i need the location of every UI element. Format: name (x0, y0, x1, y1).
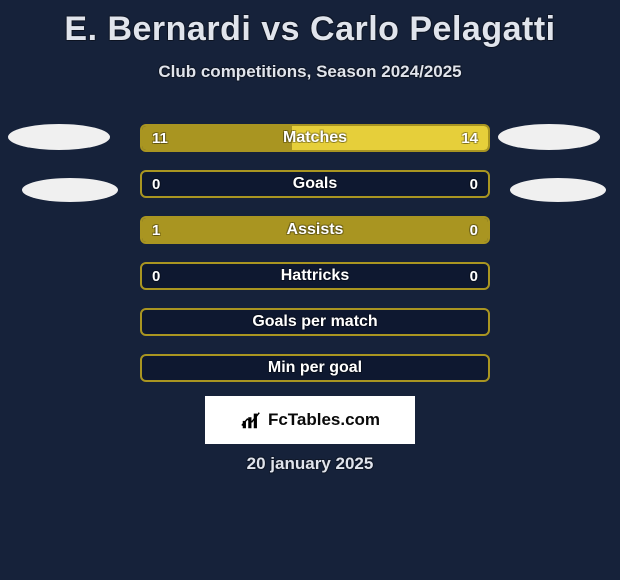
stat-label: Min per goal (142, 356, 488, 380)
vs-separator: vs (261, 10, 300, 48)
stat-value-left: 0 (142, 172, 170, 196)
footer-date: 20 january 2025 (0, 454, 620, 474)
brand-badge: FcTables.com (205, 396, 415, 444)
player-b-name: Carlo Pelagatti (310, 10, 556, 48)
stat-bar-left (142, 126, 296, 150)
brand-name: FcTables.com (268, 410, 380, 430)
decorative-ellipse (8, 124, 110, 150)
stat-row-goals_per_match: Goals per match (140, 308, 490, 336)
stat-bars: Matches1114Goals00Assists10Hattricks00Go… (140, 124, 490, 400)
stat-label: Hattricks (142, 264, 488, 288)
player-a-name: E. Bernardi (64, 10, 251, 48)
stat-bar-left (142, 218, 490, 242)
stat-row-matches: Matches1114 (140, 124, 490, 152)
stat-row-assists: Assists10 (140, 216, 490, 244)
decorative-ellipse (498, 124, 600, 150)
stat-row-min_per_goal: Min per goal (140, 354, 490, 382)
stat-bar-right (292, 126, 488, 150)
stat-value-right: 0 (460, 172, 488, 196)
stat-label: Goals (142, 172, 488, 196)
page-title: E. Bernardi vs Carlo Pelagatti (0, 10, 620, 49)
subtitle: Club competitions, Season 2024/2025 (0, 62, 620, 82)
stat-value-left: 0 (142, 264, 170, 288)
decorative-ellipse (22, 178, 118, 202)
stat-value-right: 0 (460, 264, 488, 288)
decorative-ellipse (510, 178, 606, 202)
comparison-infographic: E. Bernardi vs Carlo Pelagatti Club comp… (0, 0, 620, 580)
stat-row-hattricks: Hattricks0 0 (140, 262, 490, 290)
stat-label: Goals per match (142, 310, 488, 334)
stat-row-goals: Goals0 0 (140, 170, 490, 198)
bar-chart-icon (240, 409, 262, 431)
